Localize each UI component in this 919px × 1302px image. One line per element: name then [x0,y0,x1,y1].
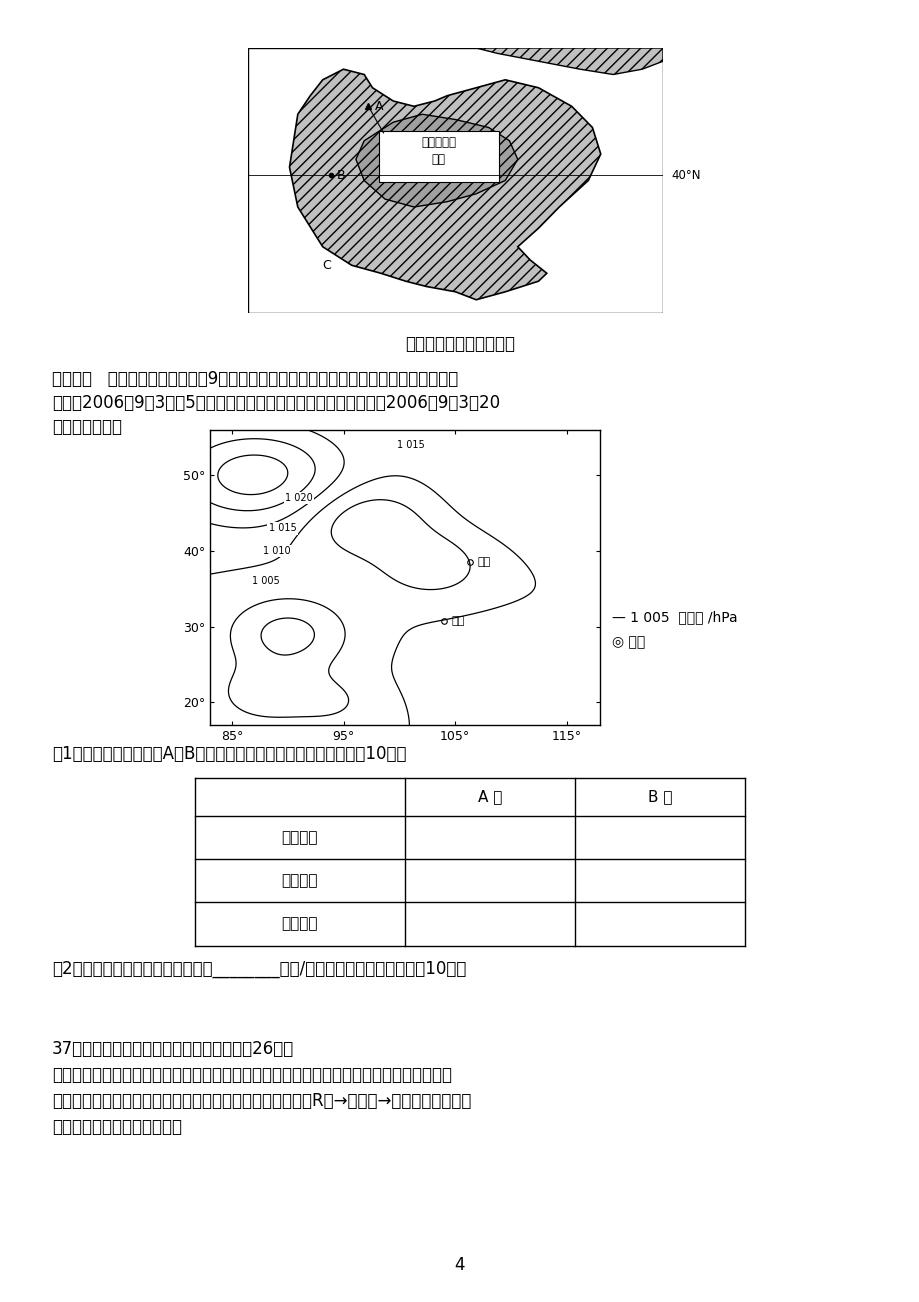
Text: 40°N: 40°N [671,169,700,182]
Text: 1 015: 1 015 [396,440,424,450]
Polygon shape [356,115,517,207]
Text: 时地面气压场。: 时地面气压场。 [52,418,122,436]
Text: 材料一：为了解区域自然地理特征并认识自然地理环境对人类活动的影响，某地理实习小组: 材料一：为了解区域自然地理特征并认识自然地理环境对人类活动的影响，某地理实习小组 [52,1066,451,1085]
Polygon shape [476,48,663,74]
Text: 影响，2006年9月3日至5日，四川盆地经历一次暴雨过程。下图表示2006年9月3日20: 影响，2006年9月3日至5日，四川盆地经历一次暴雨过程。下图表示2006年9月… [52,395,500,411]
Text: 伊比利亚半岛气候示意图: 伊比利亚半岛气候示意图 [404,335,515,353]
Text: 域自然地理环境的相关信息。: 域自然地理环境的相关信息。 [52,1118,182,1137]
Text: B 地: B 地 [647,789,672,805]
Text: （2）材料二中，图示时间银川气温________（高/低）于成都，分析成因。（10分）: （2）材料二中，图示时间银川气温________（高/低）于成都，分析成因。（1… [52,960,466,978]
Text: 37．读下面材料一和材料二，回答问题。（26分）: 37．读下面材料一和材料二，回答问题。（26分） [52,1040,294,1059]
Text: 在美国西部地区进行了野外考察。下图提供的是考察路线（R地→旧金山→盐湖域）及周边区: 在美国西部地区进行了野外考察。下图提供的是考察路线（R地→旧金山→盐湖域）及周边… [52,1092,471,1111]
Text: 成都: 成都 [451,616,464,626]
Text: 气候类型: 气候类型 [281,829,318,845]
Text: 4: 4 [454,1256,465,1273]
Text: 气候成因: 气候成因 [281,917,318,931]
Text: 1 005: 1 005 [252,577,279,586]
Text: 1 010: 1 010 [263,546,290,556]
FancyBboxPatch shape [379,132,498,182]
Text: 银川: 银川 [477,557,490,568]
Text: — 1 005  等压线 /hPa: — 1 005 等压线 /hPa [611,611,737,624]
Text: ◎ 城市: ◎ 城市 [611,635,644,648]
Text: A 地: A 地 [477,789,502,805]
Text: 1 020: 1 020 [285,493,312,503]
Text: 1 015: 1 015 [268,523,296,534]
Polygon shape [289,69,600,299]
Text: 温带大陆性
气候: 温带大陆性 气候 [421,137,456,167]
Text: A: A [374,100,382,113]
Text: 材料二：   亚洲冷高压一般形成于9月份，并逐步影响我国大部分地区冬半年的天气。受其: 材料二： 亚洲冷高压一般形成于9月份，并逐步影响我国大部分地区冬半年的天气。受其 [52,370,458,388]
Text: C: C [323,259,331,272]
Text: （1）根据材料一，比较A、B两地的气候类型、气候特征及成因。（10分）: （1）根据材料一，比较A、B两地的气候类型、气候特征及成因。（10分） [52,745,406,763]
Text: 气候特征: 气候特征 [281,874,318,888]
Text: B: B [337,169,346,182]
